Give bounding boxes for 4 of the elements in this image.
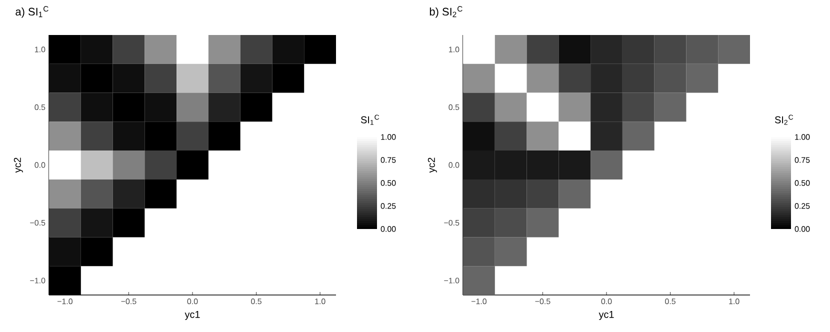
y-axis-title: yc2 — [428, 158, 437, 173]
y-axis-title: yc2 — [14, 158, 23, 173]
x-axis-title: yc1 — [598, 311, 614, 320]
x-axis-title: yc1 — [184, 311, 200, 320]
